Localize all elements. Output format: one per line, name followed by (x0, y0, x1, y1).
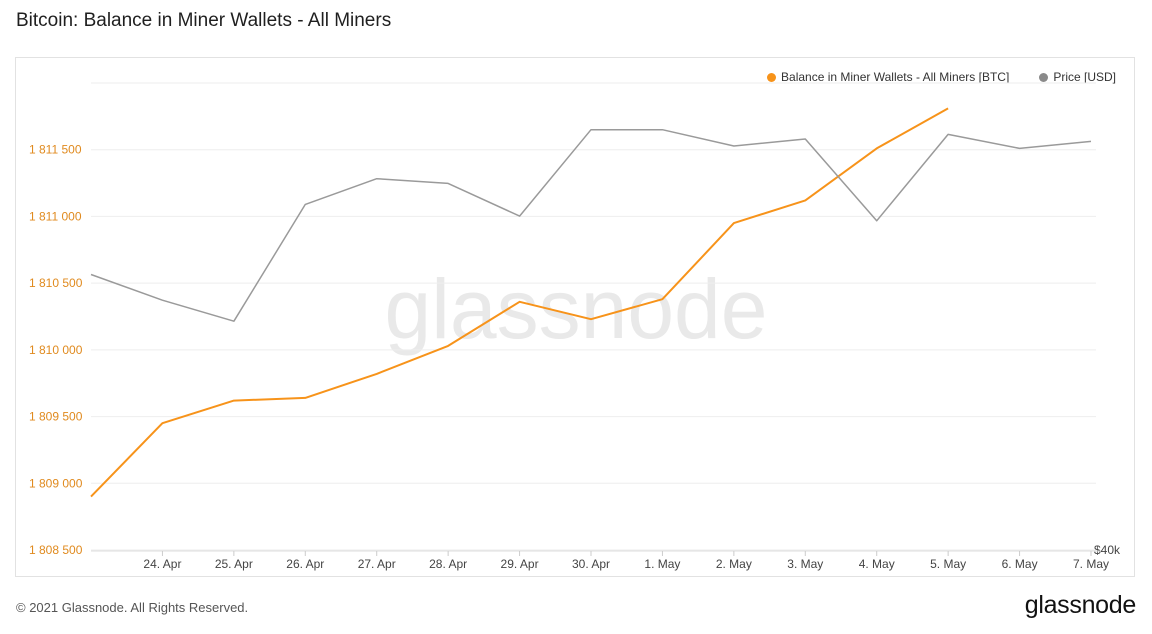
x-tick-label: 24. Apr (143, 557, 181, 571)
y-tick-label: 1 810 500 (29, 276, 83, 290)
x-tick-label: 30. Apr (572, 557, 610, 571)
chart-plot-area: glassnode 1 808 500 1 809 000 1 809 500 1 81… (29, 82, 1121, 571)
legend-label-price: Price [USD] (1053, 70, 1116, 84)
y2-tick-label: $40k (1094, 543, 1121, 557)
x-tick-label: 1. May (644, 557, 680, 571)
y-tick-label: 1 809 000 (29, 476, 83, 490)
legend-dot-price (1039, 72, 1049, 82)
x-tick-label: 6. May (1002, 557, 1038, 571)
y-tick-label: 1 811 500 (29, 143, 82, 157)
y-tick-label: 1 810 000 (29, 343, 83, 357)
legend-item-price[interactable]: Price [USD] (1039, 70, 1116, 84)
x-tick-label: 28. Apr (429, 557, 467, 571)
legend-label-balance: Balance in Miner Wallets - All Miners [B… (781, 70, 1010, 84)
x-tick-label: 4. May (859, 557, 895, 571)
chart-title: Bitcoin: Balance in Miner Wallets - All … (16, 10, 392, 31)
x-tick-label: 26. Apr (286, 557, 324, 571)
x-tick-label: 3. May (787, 557, 823, 571)
y-tick-label: 1 808 500 (29, 543, 83, 557)
balance-series-line (90, 107, 949, 498)
copyright-text: © 2021 Glassnode. All Rights Reserved. (16, 600, 249, 615)
watermark: glassnode (385, 262, 768, 356)
glassnode-logo[interactable]: glassnode (1024, 591, 1137, 619)
x-tick-label: 29. Apr (501, 557, 539, 571)
legend-item-balance[interactable]: Balance in Miner Wallets - All Miners [B… (767, 70, 1009, 84)
chart-frame: Balance in Miner Wallets - All Miners [B… (15, 57, 1135, 577)
price-series-line (90, 128, 1092, 322)
x-tick-label: 5. May (930, 557, 966, 571)
legend-dot-balance (767, 72, 777, 82)
x-tick-label: 7. May (1073, 557, 1109, 571)
y-tick-label: 1 811 000 (29, 209, 82, 223)
x-tick-label: 27. Apr (358, 557, 396, 571)
x-tick-label: 25. Apr (215, 557, 253, 571)
x-tick-label: 2. May (716, 557, 752, 571)
y-tick-label: 1 809 500 (29, 410, 83, 424)
chart-legend: Balance in Miner Wallets - All Miners [B… (767, 70, 1116, 84)
